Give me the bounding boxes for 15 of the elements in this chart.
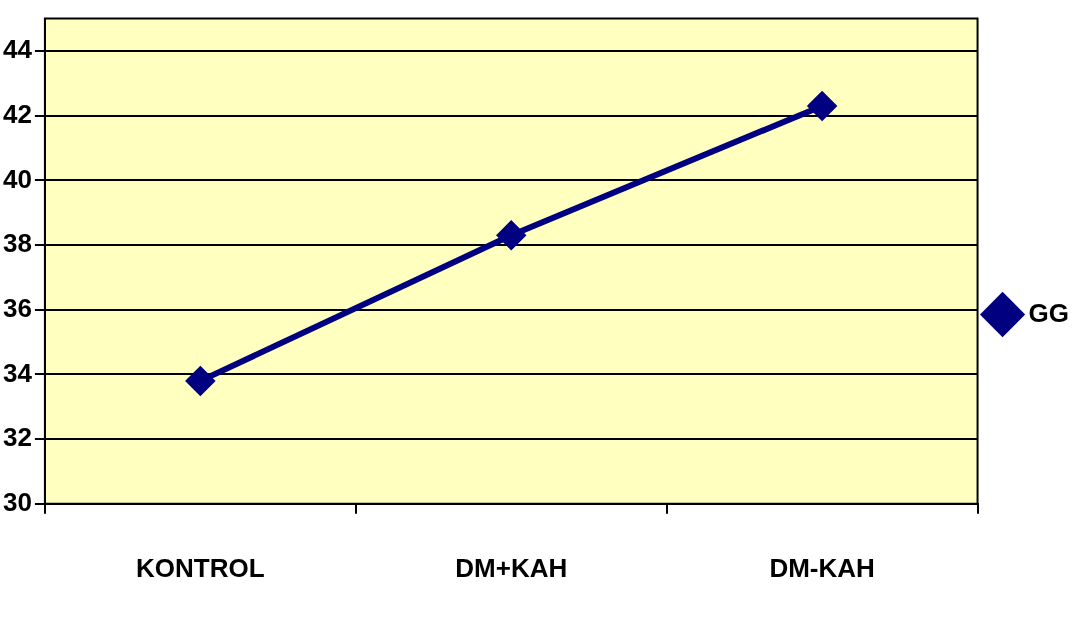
x-tick-label: DM+KAH <box>455 552 568 583</box>
point <box>808 91 837 120</box>
y-tick-label: 42 <box>3 98 32 129</box>
y-tick-label: 32 <box>3 422 32 453</box>
y-tick-label: 44 <box>3 34 33 65</box>
y-tick-label: 40 <box>3 163 32 194</box>
x-tick-label: KONTROL <box>136 552 265 583</box>
y-tick-label: 30 <box>3 486 32 517</box>
point <box>186 366 215 395</box>
point <box>497 221 526 250</box>
y-tick-label: 34 <box>3 357 33 388</box>
legend-label: GG <box>1028 297 1070 328</box>
y-tick-label: 38 <box>3 228 32 259</box>
y-tick-label: 36 <box>3 292 32 323</box>
x-tick-label: DM-KAH <box>769 552 875 583</box>
